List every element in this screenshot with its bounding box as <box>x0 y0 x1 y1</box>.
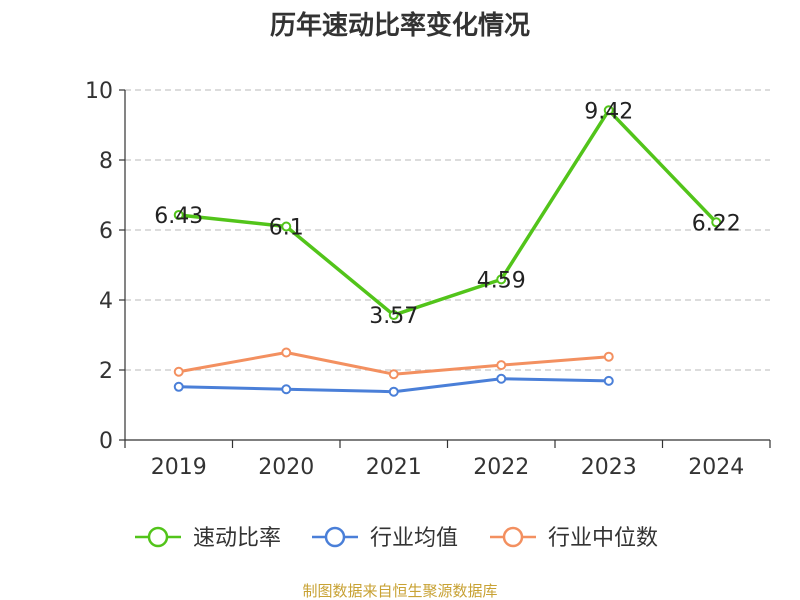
data-point <box>496 360 507 371</box>
data-labels: 6.43 6.1 3.57 4.59 9.42 6.22 <box>154 99 740 329</box>
legend-label: 行业中位数 <box>548 526 658 551</box>
legend: 速动比率 行业均值 行业中位数 <box>135 526 658 551</box>
y-tick-label: 10 <box>85 79 113 104</box>
y-tick-label: 6 <box>99 219 113 244</box>
x-tick-label: 2020 <box>258 455 314 480</box>
legend-label: 行业均值 <box>370 526 458 551</box>
data-point <box>711 217 722 228</box>
legend-item: 速动比率 <box>135 526 281 551</box>
x-tick-label: 2022 <box>473 455 529 480</box>
x-tick-label: 2024 <box>688 455 744 480</box>
series-line-0 <box>177 108 718 317</box>
y-tick-label: 4 <box>99 289 113 314</box>
data-label: 3.57 <box>369 304 418 329</box>
data-label: 9.42 <box>584 99 633 124</box>
y-tick-label: 8 <box>99 149 113 174</box>
legend-marker <box>324 526 346 548</box>
data-label: 4.59 <box>477 268 526 293</box>
x-tick-label: 2019 <box>151 455 207 480</box>
legend-label: 速动比率 <box>193 526 281 551</box>
axes: 0 2 4 6 8 10 2019 2020 2021 2022 2023 2024 <box>85 79 771 480</box>
data-label: 6.1 <box>269 216 304 241</box>
y-tick-label: 2 <box>99 359 113 384</box>
data-point <box>173 381 184 392</box>
x-tick-label: 2023 <box>581 455 637 480</box>
data-label: 6.22 <box>692 211 741 236</box>
data-point <box>388 386 399 397</box>
chart-title: 历年速动比率变化情况 <box>270 10 530 41</box>
data-point <box>388 310 399 321</box>
data-point <box>496 373 507 384</box>
data-point <box>603 351 614 362</box>
data-point <box>603 105 614 116</box>
data-point <box>388 369 399 380</box>
data-point <box>173 209 184 220</box>
data-point <box>281 347 292 358</box>
data-label: 6.43 <box>154 204 203 229</box>
y-tick-label: 0 <box>99 429 113 454</box>
legend-item: 行业中位数 <box>490 526 658 551</box>
legend-marker <box>502 526 524 548</box>
series-lines <box>173 105 722 397</box>
x-tick-label: 2021 <box>366 455 422 480</box>
data-point <box>281 221 292 232</box>
data-point <box>173 366 184 377</box>
data-point <box>281 384 292 395</box>
data-point <box>496 274 507 285</box>
legend-marker <box>147 526 169 548</box>
source-note: 制图数据来自恒生聚源数据库 <box>302 582 497 600</box>
legend-item: 行业均值 <box>312 526 458 551</box>
data-point <box>603 375 614 386</box>
grid-lines <box>125 89 770 371</box>
